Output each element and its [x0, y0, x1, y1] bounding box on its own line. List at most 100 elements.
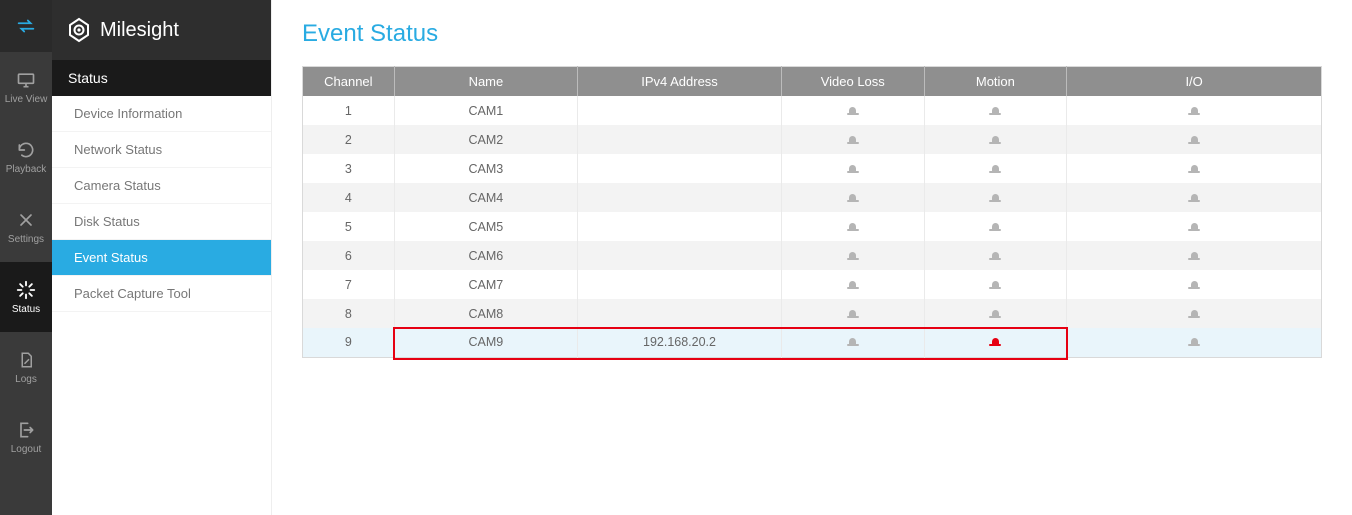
cell-videoloss — [781, 270, 924, 299]
cell-videoloss — [781, 154, 924, 183]
sidebar-item-label: Device Information — [74, 106, 182, 121]
cell-io — [1067, 125, 1322, 154]
alarm-icon — [847, 308, 859, 318]
brand: Milesight — [52, 0, 271, 60]
cell-name: CAM2 — [394, 125, 577, 154]
cell-ip — [578, 154, 782, 183]
logout-icon — [15, 419, 37, 441]
main-content: Event Status ChannelNameIPv4 AddressVide… — [272, 0, 1352, 515]
sidebar-item-label: Disk Status — [74, 214, 140, 229]
sidebar-item-label: Camera Status — [74, 178, 161, 193]
table-row[interactable]: 4CAM4 — [303, 183, 1322, 212]
sidebar-section-header: Status — [52, 60, 271, 96]
cell-videoloss — [781, 241, 924, 270]
cell-name: CAM6 — [394, 241, 577, 270]
cell-channel: 7 — [303, 270, 395, 299]
cell-motion — [924, 154, 1067, 183]
icon-rail: Live View Playback Settings Status LogsLogou… — [0, 0, 52, 515]
alarm-icon — [1188, 221, 1200, 231]
rail-item-label: Settings — [8, 235, 44, 245]
col-header-name: Name — [394, 67, 577, 97]
cell-motion — [924, 212, 1067, 241]
cell-motion — [924, 328, 1067, 357]
table-row[interactable]: 1CAM1 — [303, 96, 1322, 125]
alarm-icon — [989, 336, 1001, 346]
sidebar: Milesight Status Device Information Netwo… — [52, 0, 272, 515]
alarm-icon — [847, 163, 859, 173]
cell-motion — [924, 125, 1067, 154]
cell-channel: 8 — [303, 299, 395, 328]
cell-ip — [578, 270, 782, 299]
alarm-icon — [989, 134, 1001, 144]
cell-channel: 3 — [303, 154, 395, 183]
rail-item-label: Playback — [6, 165, 47, 175]
cell-channel: 1 — [303, 96, 395, 125]
alarm-icon — [1188, 134, 1200, 144]
cell-videoloss — [781, 96, 924, 125]
sidebar-item-label: Packet Capture Tool — [74, 286, 191, 301]
alarm-icon — [1188, 192, 1200, 202]
table-row[interactable]: 3CAM3 — [303, 154, 1322, 183]
alarm-icon — [847, 250, 859, 260]
alarm-icon — [989, 105, 1001, 115]
rail-item-status[interactable]: Status — [0, 262, 52, 332]
cell-ip — [578, 299, 782, 328]
cell-io — [1067, 299, 1322, 328]
table-row[interactable]: 9CAM9192.168.20.2 — [303, 328, 1322, 357]
event-status-table: ChannelNameIPv4 AddressVideo LossMotionI… — [302, 66, 1322, 358]
table-row[interactable]: 5CAM5 — [303, 212, 1322, 241]
cell-name: CAM7 — [394, 270, 577, 299]
cell-motion — [924, 270, 1067, 299]
alarm-icon — [847, 192, 859, 202]
cell-channel: 2 — [303, 125, 395, 154]
alarm-icon — [989, 279, 1001, 289]
table-row[interactable]: 7CAM7 — [303, 270, 1322, 299]
rail-item-settings[interactable]: Settings — [0, 192, 52, 262]
cell-io — [1067, 270, 1322, 299]
alarm-icon — [989, 192, 1001, 202]
connect-icon — [15, 15, 37, 37]
rail-item-playback[interactable]: Playback — [0, 122, 52, 192]
cell-io — [1067, 183, 1322, 212]
sidebar-item-event-status[interactable]: Event Status — [52, 240, 271, 276]
cell-motion — [924, 96, 1067, 125]
sidebar-item-device-information[interactable]: Device Information — [52, 96, 271, 132]
liveview-icon — [15, 69, 37, 91]
table-row[interactable]: 8CAM8 — [303, 299, 1322, 328]
rail-item-liveview[interactable]: Live View — [0, 52, 52, 122]
cell-ip — [578, 241, 782, 270]
table-row[interactable]: 2CAM2 — [303, 125, 1322, 154]
cell-videoloss — [781, 328, 924, 357]
settings-icon — [15, 209, 37, 231]
cell-motion — [924, 183, 1067, 212]
sidebar-item-packet-capture-tool[interactable]: Packet Capture Tool — [52, 276, 271, 312]
col-header-videoloss: Video Loss — [781, 67, 924, 97]
rail-item-label: Status — [12, 305, 40, 315]
cell-io — [1067, 328, 1322, 357]
cell-motion — [924, 299, 1067, 328]
cell-io — [1067, 154, 1322, 183]
cell-channel: 9 — [303, 328, 395, 357]
sidebar-item-camera-status[interactable]: Camera Status — [52, 168, 271, 204]
cell-videoloss — [781, 183, 924, 212]
sidebar-item-network-status[interactable]: Network Status — [52, 132, 271, 168]
alarm-icon — [847, 221, 859, 231]
rail-item-connect[interactable] — [0, 0, 52, 52]
sidebar-item-disk-status[interactable]: Disk Status — [52, 204, 271, 240]
cell-ip — [578, 96, 782, 125]
col-header-channel: Channel — [303, 67, 395, 97]
rail-item-logout[interactable]: Logout — [0, 402, 52, 472]
sidebar-item-label: Event Status — [74, 250, 148, 265]
alarm-icon — [1188, 336, 1200, 346]
col-header-io: I/O — [1067, 67, 1322, 97]
alarm-icon — [989, 308, 1001, 318]
cell-name: CAM5 — [394, 212, 577, 241]
cell-ip: 192.168.20.2 — [578, 328, 782, 357]
rail-item-logs[interactable]: Logs — [0, 332, 52, 402]
alarm-icon — [847, 105, 859, 115]
cell-io — [1067, 96, 1322, 125]
table-row[interactable]: 6CAM6 — [303, 241, 1322, 270]
cell-motion — [924, 241, 1067, 270]
alarm-icon — [989, 163, 1001, 173]
cell-videoloss — [781, 299, 924, 328]
